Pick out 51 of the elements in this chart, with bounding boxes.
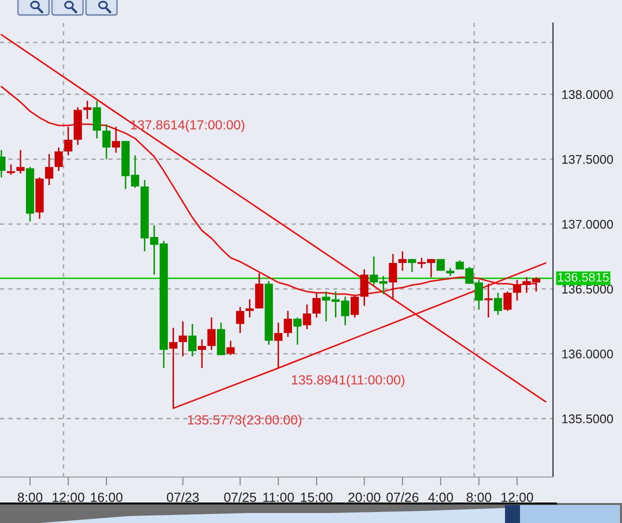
x-tick-label: 07/23: [166, 492, 199, 502]
candlestick: [169, 327, 178, 409]
y-tick-label: 136.5000: [562, 284, 613, 294]
y-tick-label: 138.0000: [562, 90, 613, 99]
candlestick: [102, 123, 111, 160]
candlestick: [16, 149, 25, 174]
x-tick-label: 12:00: [52, 492, 84, 502]
candlestick: [494, 292, 502, 316]
x-tick-label: 16:00: [90, 492, 122, 502]
candlestick: [64, 126, 72, 156]
candlestick: [388, 253, 398, 300]
y-tick-label: 136.0000: [562, 350, 613, 358]
candlestick: [350, 294, 359, 318]
candlestick: [45, 153, 54, 186]
candlestick: [198, 338, 206, 369]
x-tick-label: 15:00: [301, 492, 333, 502]
annotation: 135.5773(23:00:00): [188, 414, 302, 428]
candlestick: [312, 292, 321, 318]
candlestick: [302, 304, 312, 330]
candlestick: [226, 340, 235, 356]
y-tick-label: 137.0000: [562, 220, 613, 229]
x-tick-label: 07/26: [386, 492, 418, 502]
candlestick: [284, 310, 292, 338]
candlestick: [436, 258, 445, 272]
candlestick: [360, 268, 368, 306]
candlestick: [503, 290, 512, 312]
candlestick: [293, 316, 302, 346]
y-tick-label: 137.5000: [562, 155, 613, 164]
candlestick: [246, 298, 254, 318]
candlestick: [188, 323, 197, 358]
y-tick-label: 135.5000: [562, 414, 613, 424]
ref-line-label: 136.5815: [558, 272, 609, 282]
x-tick-label: 8:00: [466, 492, 492, 502]
x-tick-label: 12:00: [502, 492, 534, 502]
candlestick: [178, 320, 187, 358]
candlestick: [512, 279, 522, 302]
candlestick: [207, 316, 216, 351]
candlestick: [236, 306, 244, 334]
x-tick-label: 8:00: [18, 492, 42, 502]
candlestick: [92, 100, 102, 140]
annotation: 135.8941(11:00:00): [292, 374, 404, 388]
x-tick-label: 07/25: [224, 492, 256, 502]
x-tick-label: 20:00: [348, 492, 380, 502]
x-tick-label: 4:00: [428, 492, 454, 502]
candlestick: [408, 258, 416, 273]
candlestick: [83, 100, 92, 120]
candlestick: [54, 146, 63, 172]
x-tick-label: 11:00: [263, 492, 294, 502]
candlestick: [274, 322, 282, 369]
candlestick: [112, 126, 120, 154]
candlestick: [398, 250, 407, 272]
